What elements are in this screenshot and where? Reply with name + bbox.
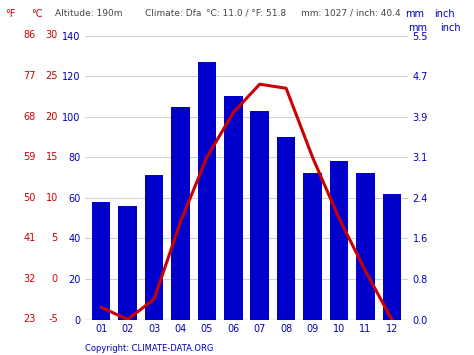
Bar — [145, 175, 163, 320]
Text: Copyright: CLIMATE-DATA.ORG: Copyright: CLIMATE-DATA.ORG — [85, 344, 214, 353]
Text: 50: 50 — [23, 193, 36, 203]
Text: mm: mm — [408, 23, 427, 33]
Text: mm: 1027 / inch: 40.4: mm: 1027 / inch: 40.4 — [301, 9, 401, 18]
Text: 86: 86 — [23, 31, 36, 40]
Text: 0: 0 — [52, 274, 58, 284]
Bar — [330, 161, 348, 320]
Bar — [198, 62, 216, 320]
Text: 41: 41 — [23, 233, 36, 244]
Text: 23: 23 — [23, 315, 36, 324]
Text: °F: °F — [5, 9, 15, 19]
Text: Climate: Dfa: Climate: Dfa — [145, 9, 201, 18]
Text: °C: °C — [31, 9, 42, 19]
Text: inch: inch — [440, 23, 461, 33]
Bar — [224, 96, 243, 320]
Text: °C: 11.0 / °F: 51.8: °C: 11.0 / °F: 51.8 — [206, 9, 286, 18]
Text: inch: inch — [434, 9, 455, 19]
Text: 30: 30 — [46, 31, 58, 40]
Bar — [92, 202, 110, 320]
Bar — [118, 206, 137, 320]
Text: 25: 25 — [46, 71, 58, 81]
Bar — [356, 174, 374, 320]
Text: 68: 68 — [23, 111, 36, 122]
Text: 32: 32 — [23, 274, 36, 284]
Bar — [277, 137, 295, 320]
Text: 77: 77 — [23, 71, 36, 81]
Text: 15: 15 — [46, 152, 58, 162]
Text: 10: 10 — [46, 193, 58, 203]
Text: 5: 5 — [52, 233, 58, 244]
Text: mm: mm — [405, 9, 424, 19]
Text: 59: 59 — [23, 152, 36, 162]
Text: -5: -5 — [48, 315, 58, 324]
Bar — [303, 174, 322, 320]
Text: Altitude: 190m: Altitude: 190m — [55, 9, 122, 18]
Bar — [383, 194, 401, 320]
Bar — [171, 106, 190, 320]
Text: 20: 20 — [46, 111, 58, 122]
Bar — [250, 110, 269, 320]
